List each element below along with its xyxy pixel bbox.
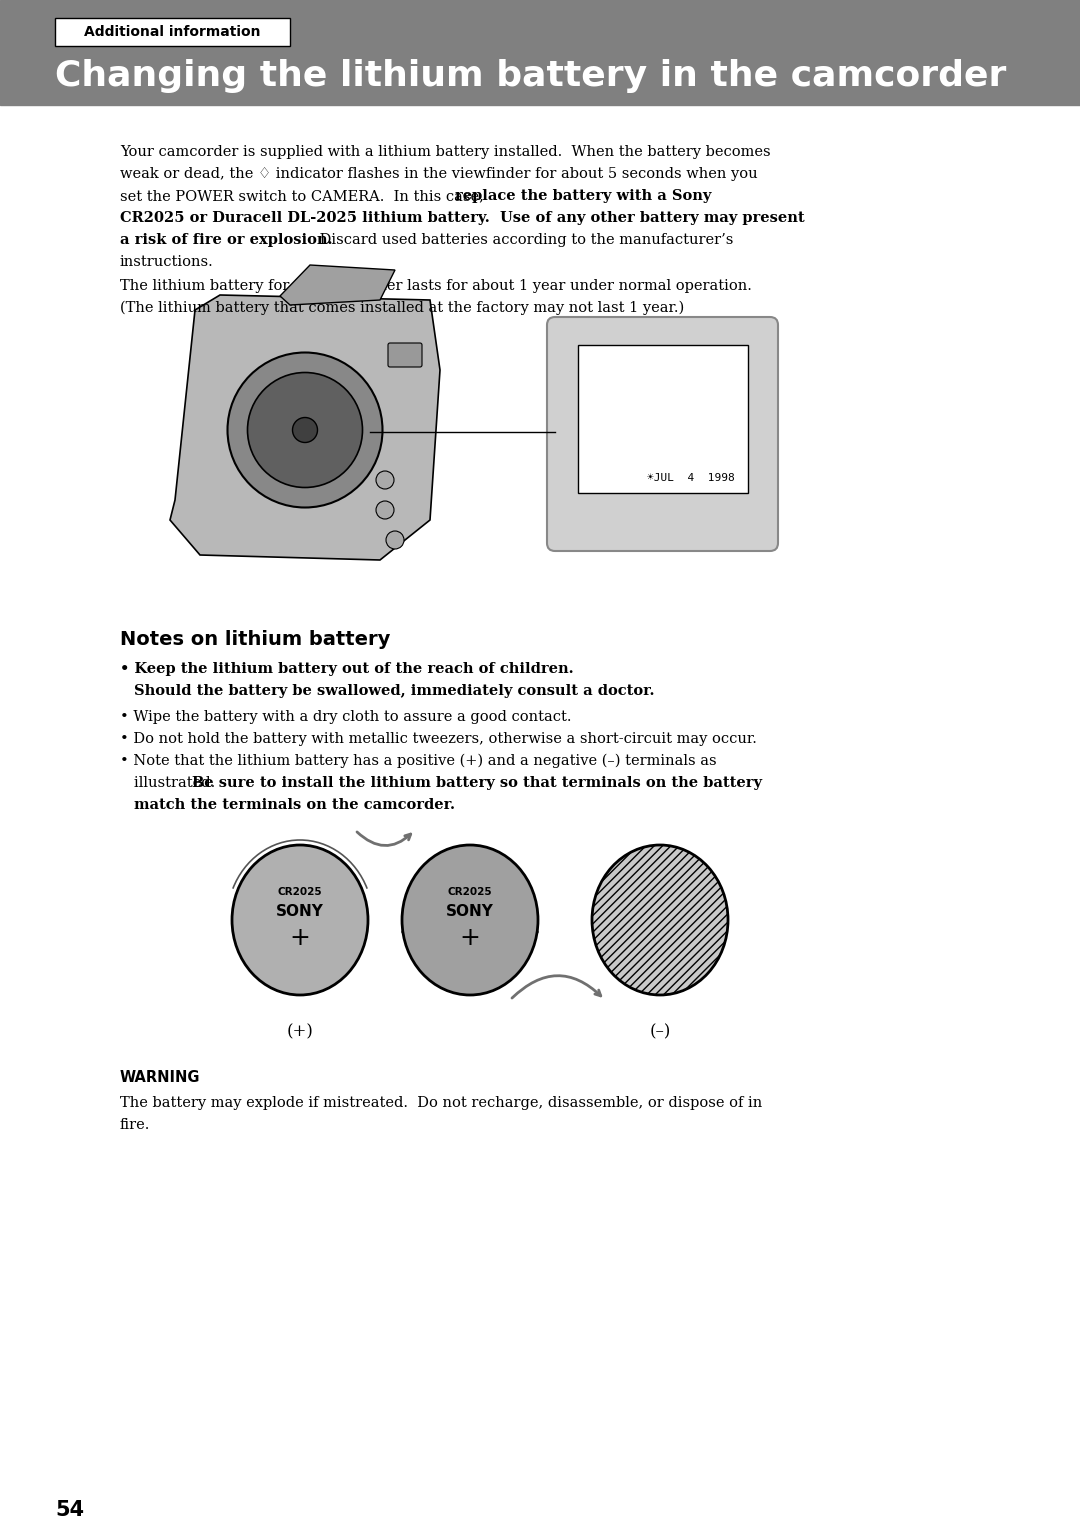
Text: ☀JUL  4  1998: ☀JUL 4 1998 [647, 474, 735, 483]
Text: instructions.: instructions. [120, 254, 214, 268]
Text: Should the battery be swallowed, immediately consult a doctor.: Should the battery be swallowed, immedia… [134, 684, 654, 698]
Text: replace the battery with a Sony: replace the battery with a Sony [455, 189, 712, 202]
Text: set the POWER switch to CAMERA.  In this case,: set the POWER switch to CAMERA. In this … [120, 189, 488, 202]
Text: SONY: SONY [276, 904, 324, 920]
Text: (–): (–) [649, 1023, 671, 1039]
Text: 54: 54 [55, 1499, 84, 1521]
Ellipse shape [247, 373, 363, 487]
Text: The lithium battery for the camcorder lasts for about 1 year under normal operat: The lithium battery for the camcorder la… [120, 279, 752, 293]
Text: The battery may explode if mistreated.  Do not recharge, disassemble, or dispose: The battery may explode if mistreated. D… [120, 1096, 762, 1110]
FancyBboxPatch shape [55, 18, 291, 46]
Text: CR2025: CR2025 [278, 888, 322, 897]
Text: CR2025 or Duracell DL-2025 lithium battery.  Use of any other battery may presen: CR2025 or Duracell DL-2025 lithium batte… [120, 212, 805, 225]
Ellipse shape [376, 471, 394, 489]
Text: (+): (+) [286, 1023, 313, 1039]
Text: Your camcorder is supplied with a lithium battery installed.  When the battery b: Your camcorder is supplied with a lithiu… [120, 146, 771, 159]
Polygon shape [170, 294, 440, 560]
Text: fire.: fire. [120, 1118, 150, 1131]
Ellipse shape [228, 353, 382, 507]
Ellipse shape [402, 845, 538, 995]
Text: Additional information: Additional information [84, 25, 260, 38]
FancyBboxPatch shape [388, 343, 422, 366]
Text: • Do not hold the battery with metallic tweezers, otherwise a short-circuit may : • Do not hold the battery with metallic … [120, 731, 757, 747]
Text: • Keep the lithium battery out of the reach of children.: • Keep the lithium battery out of the re… [120, 662, 573, 676]
Ellipse shape [293, 417, 318, 443]
Text: illustrated.: illustrated. [134, 776, 220, 789]
Text: Notes on lithium battery: Notes on lithium battery [120, 630, 390, 648]
Text: Discard used batteries according to the manufacturer’s: Discard used batteries according to the … [315, 233, 733, 247]
Bar [0, 0, 1080, 104]
Polygon shape [280, 265, 395, 305]
Text: • Note that the lithium battery has a positive (+) and a negative (–) terminals : • Note that the lithium battery has a po… [120, 754, 717, 768]
FancyBboxPatch shape [546, 317, 778, 550]
Text: Changing the lithium battery in the camcorder: Changing the lithium battery in the camc… [55, 58, 1007, 94]
Text: CR2025: CR2025 [448, 888, 492, 897]
Text: match the terminals on the camcorder.: match the terminals on the camcorder. [134, 799, 455, 812]
Text: Be sure to install the lithium battery so that terminals on the battery: Be sure to install the lithium battery s… [192, 776, 762, 789]
FancyBboxPatch shape [578, 345, 748, 494]
Text: (The lithium battery that comes installed at the factory may not last 1 year.): (The lithium battery that comes installe… [120, 300, 685, 316]
Text: SONY: SONY [446, 904, 494, 920]
Text: +: + [460, 926, 481, 950]
Ellipse shape [232, 845, 368, 995]
Text: • Wipe the battery with a dry cloth to assure a good contact.: • Wipe the battery with a dry cloth to a… [120, 710, 571, 724]
Ellipse shape [386, 530, 404, 549]
Ellipse shape [376, 501, 394, 520]
Text: +: + [289, 926, 310, 950]
Ellipse shape [592, 845, 728, 995]
Text: weak or dead, the ♢ indicator flashes in the viewfinder for about 5 seconds when: weak or dead, the ♢ indicator flashes in… [120, 167, 758, 181]
Text: a risk of fire or explosion.: a risk of fire or explosion. [120, 233, 333, 247]
Text: WARNING: WARNING [120, 1070, 201, 1085]
